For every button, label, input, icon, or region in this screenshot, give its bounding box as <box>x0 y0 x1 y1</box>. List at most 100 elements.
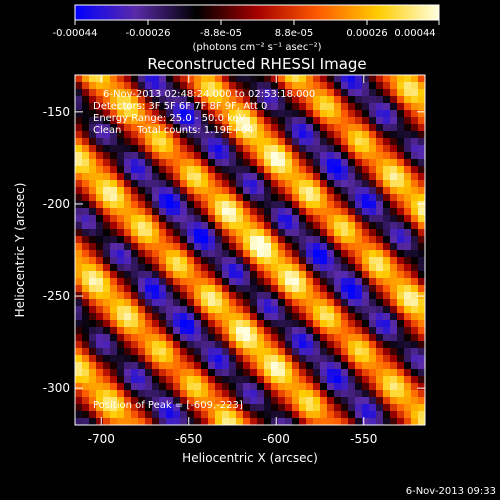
heatmap-cell <box>306 327 314 335</box>
heatmap-cell <box>285 215 293 223</box>
heatmap-cell <box>299 110 307 118</box>
heatmap-cell <box>96 306 104 314</box>
heatmap-cell <box>369 411 377 419</box>
heatmap-cell <box>117 180 125 188</box>
heatmap-cell <box>369 250 377 258</box>
heatmap-cell <box>355 215 363 223</box>
heatmap-cell <box>376 292 384 300</box>
heatmap-cell <box>96 411 104 419</box>
heatmap-cell <box>397 173 405 181</box>
heatmap-cell <box>278 131 286 139</box>
heatmap-cell <box>306 194 314 202</box>
heatmap-cell <box>362 348 370 356</box>
heatmap-cell <box>138 166 146 174</box>
heatmap-cell <box>243 278 251 286</box>
heatmap-cell <box>208 278 216 286</box>
heatmap-cell <box>194 334 202 342</box>
heatmap-cell <box>236 124 244 132</box>
heatmap-cell <box>138 397 146 405</box>
heatmap-cell <box>397 103 405 111</box>
heatmap-cell <box>89 75 97 83</box>
heatmap-cell <box>348 243 356 251</box>
heatmap-cell <box>103 243 111 251</box>
heatmap-cell <box>341 383 349 391</box>
heatmap-cell <box>96 278 104 286</box>
heatmap-cell <box>229 229 237 237</box>
heatmap-cell <box>124 117 132 125</box>
heatmap-cell <box>390 173 398 181</box>
heatmap-cell <box>124 376 132 384</box>
heatmap-cell <box>278 82 286 90</box>
heatmap-cell <box>166 397 174 405</box>
heatmap-cell <box>362 376 370 384</box>
heatmap-cell <box>355 271 363 279</box>
heatmap-cell <box>355 313 363 321</box>
heatmap-cell <box>404 271 412 279</box>
heatmap-cell <box>285 292 293 300</box>
heatmap-cell <box>110 194 118 202</box>
heatmap-cell <box>397 208 405 216</box>
heatmap-cell <box>411 327 419 335</box>
heatmap-cell <box>257 243 265 251</box>
heatmap-cell <box>131 306 139 314</box>
heatmap-cell <box>229 236 237 244</box>
heatmap-cell <box>201 75 209 83</box>
heatmap-cell <box>299 334 307 342</box>
heatmap-cell <box>131 166 139 174</box>
heatmap-cell <box>110 103 118 111</box>
heatmap-cell <box>369 369 377 377</box>
heatmap-cell <box>96 124 104 132</box>
heatmap-cell <box>145 215 153 223</box>
heatmap-cell <box>327 117 335 125</box>
heatmap-cell <box>376 334 384 342</box>
heatmap-cell <box>89 390 97 398</box>
heatmap-cell <box>117 327 125 335</box>
heatmap-cell <box>285 131 293 139</box>
heatmap-cell <box>257 201 265 209</box>
plot-frame <box>74 74 426 426</box>
heatmap-cell <box>117 278 125 286</box>
heatmap-cell <box>383 313 391 321</box>
heatmap-cell <box>278 411 286 419</box>
heatmap-cell <box>82 138 90 146</box>
heatmap-cell <box>418 383 426 391</box>
heatmap-cell <box>313 355 321 363</box>
heatmap-cell <box>82 152 90 160</box>
heatmap-cell <box>383 383 391 391</box>
heatmap-cell <box>376 145 384 153</box>
heatmap-cell <box>411 166 419 174</box>
heatmap-cell <box>96 152 104 160</box>
heatmap-cell <box>271 180 279 188</box>
heatmap-cell <box>96 173 104 181</box>
heatmap-cell <box>166 75 174 83</box>
heatmap-cell <box>306 313 314 321</box>
heatmap-cell <box>180 418 188 426</box>
heatmap-cell <box>278 145 286 153</box>
heatmap-cell <box>404 96 412 104</box>
heatmap-cell <box>278 180 286 188</box>
heatmap-cell <box>131 383 139 391</box>
heatmap-cell <box>159 257 167 265</box>
heatmap-cell <box>390 341 398 349</box>
heatmap-cell <box>362 208 370 216</box>
heatmap-cell <box>348 404 356 412</box>
heatmap-cell <box>418 418 426 426</box>
heatmap-cell <box>397 383 405 391</box>
heatmap-cell <box>341 369 349 377</box>
heatmap-cell <box>138 341 146 349</box>
heatmap-cell <box>180 173 188 181</box>
heatmap-cell <box>313 208 321 216</box>
heatmap-cell <box>243 89 251 97</box>
heatmap-cell <box>215 215 223 223</box>
heatmap-cell <box>411 306 419 314</box>
heatmap-cell <box>313 117 321 125</box>
heatmap-cell <box>145 75 153 83</box>
heatmap-cell <box>138 222 146 230</box>
heatmap-cell <box>278 229 286 237</box>
heatmap-cell <box>404 327 412 335</box>
heatmap-cell <box>138 89 146 97</box>
heatmap-cell <box>271 75 279 83</box>
heatmap-cell <box>362 152 370 160</box>
heatmap-cell <box>201 117 209 125</box>
heatmap-cell <box>285 285 293 293</box>
